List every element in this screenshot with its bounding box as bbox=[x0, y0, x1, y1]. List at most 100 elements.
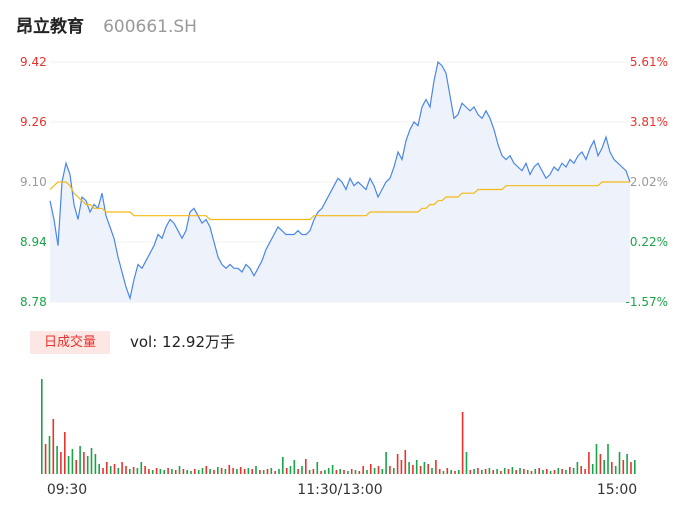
volume-bar bbox=[121, 462, 123, 474]
price-area bbox=[50, 62, 630, 302]
volume-bar bbox=[488, 468, 491, 474]
volume-bar bbox=[465, 452, 468, 474]
volume-bar bbox=[523, 469, 525, 474]
stock-name: 昂立教育 bbox=[16, 17, 84, 37]
volume-bar bbox=[438, 469, 441, 474]
volume-bar bbox=[327, 468, 330, 474]
price-tick-label: 8.94 bbox=[20, 235, 47, 249]
volume-bar bbox=[599, 454, 602, 474]
volume-bar bbox=[262, 470, 265, 474]
volume-bar bbox=[194, 469, 196, 474]
volume-bar bbox=[335, 470, 338, 474]
volume-bar bbox=[507, 469, 510, 474]
volume-bar bbox=[83, 452, 85, 474]
volume-bar bbox=[446, 468, 449, 474]
volume-bar bbox=[278, 469, 280, 474]
price-tick-label: 9.10 bbox=[20, 175, 47, 189]
time-tick-label: 15:00 bbox=[597, 482, 637, 498]
volume-bar bbox=[492, 470, 494, 474]
volume-bar bbox=[389, 466, 391, 474]
volume-bar bbox=[136, 468, 139, 474]
volume-bar bbox=[496, 469, 498, 474]
volume-bar bbox=[431, 468, 433, 474]
volume-bar bbox=[224, 469, 227, 474]
volume-bar bbox=[270, 468, 273, 474]
volume-bar bbox=[404, 450, 407, 474]
volume-bar bbox=[534, 469, 537, 474]
volume-bar bbox=[530, 471, 533, 474]
volume-bar bbox=[542, 470, 544, 474]
volume-bar bbox=[343, 470, 345, 474]
volume-bar bbox=[316, 462, 319, 474]
volume-bar bbox=[377, 466, 380, 474]
price-layer bbox=[49, 60, 631, 302]
volume-bar bbox=[266, 469, 269, 474]
volume-bar bbox=[255, 466, 257, 474]
volume-bar bbox=[320, 471, 322, 474]
volume-bar bbox=[634, 460, 636, 474]
header: 昂立教育 600661.SH bbox=[16, 12, 197, 40]
volume-bar bbox=[109, 466, 112, 474]
volume-bar bbox=[79, 446, 81, 474]
price-tick-label: 9.26 bbox=[20, 115, 47, 129]
volume-bar bbox=[607, 444, 609, 474]
volume-bar bbox=[220, 468, 223, 474]
volume-bar bbox=[98, 464, 100, 474]
volume-bar bbox=[167, 468, 169, 474]
volume-bar bbox=[90, 448, 93, 474]
volume-bar bbox=[331, 465, 334, 474]
volume-bar bbox=[305, 459, 307, 474]
volume-bar bbox=[511, 467, 514, 474]
volume-bar bbox=[301, 466, 303, 474]
volume-bar bbox=[396, 454, 399, 474]
volume-bar bbox=[217, 467, 219, 474]
volume-bar bbox=[151, 470, 154, 474]
volume-bar bbox=[423, 462, 426, 474]
volume-bar bbox=[557, 468, 560, 474]
volume-bar bbox=[469, 470, 472, 474]
percent-tick-label: -1.57% bbox=[626, 295, 668, 309]
volume-bar bbox=[239, 467, 242, 474]
volume-bar bbox=[201, 468, 204, 474]
volume-bar bbox=[71, 449, 74, 474]
percent-tick-label: 0.22% bbox=[630, 235, 668, 249]
volume-bar bbox=[347, 471, 349, 474]
volume-bar bbox=[132, 467, 135, 474]
volume-bar bbox=[565, 470, 567, 474]
volume-bar bbox=[553, 470, 556, 474]
volume-bar bbox=[259, 470, 261, 474]
volume-bar bbox=[588, 452, 590, 474]
volume-bar bbox=[515, 470, 517, 474]
volume-bar bbox=[213, 470, 215, 474]
volume-bar bbox=[155, 468, 158, 474]
volume-bar bbox=[626, 454, 628, 474]
volume-bar bbox=[549, 471, 552, 474]
volume-bar bbox=[274, 471, 276, 474]
volume-bar bbox=[385, 452, 387, 474]
volume-bar bbox=[186, 470, 188, 474]
volume-bar bbox=[569, 467, 571, 474]
volume-bar bbox=[622, 460, 625, 474]
percent-axis: 5.61% 3.81% 2.02% 0.22% -1.57% bbox=[626, 55, 668, 309]
volume-bar bbox=[362, 466, 364, 474]
volume-bar bbox=[293, 460, 296, 474]
volume-bar bbox=[41, 379, 43, 474]
time-tick-label: 11:30/13:00 bbox=[297, 482, 382, 498]
volume-bar bbox=[461, 412, 464, 474]
volume-bar bbox=[94, 454, 97, 474]
volume-readout: vol: 12.92万手 bbox=[130, 333, 235, 351]
volume-bar bbox=[358, 471, 361, 474]
volume-bar bbox=[174, 470, 177, 474]
volume-tab[interactable]: 日成交量 bbox=[30, 331, 110, 354]
volume-bar bbox=[48, 436, 51, 474]
volume-bar bbox=[408, 462, 410, 474]
volume-bar bbox=[584, 469, 586, 474]
volume-bar bbox=[611, 462, 613, 474]
volume-bar bbox=[519, 468, 521, 474]
volume-bar bbox=[366, 470, 368, 474]
volume-bar bbox=[595, 444, 598, 474]
volume-bar bbox=[419, 466, 422, 474]
volume-bar bbox=[308, 470, 311, 474]
volume-bar bbox=[630, 462, 632, 474]
volume-bar bbox=[144, 466, 146, 474]
